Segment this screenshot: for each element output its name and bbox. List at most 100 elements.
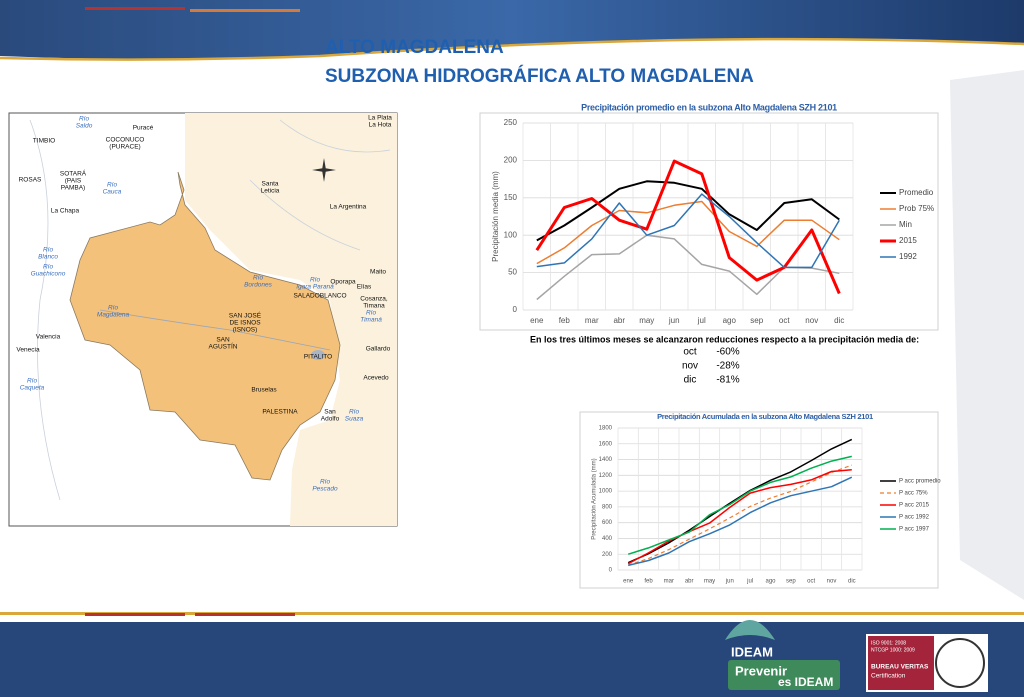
header-line [0,37,1024,61]
y-tick-label: 1200 [599,473,613,479]
footer-band [0,622,1024,697]
map-label: TIMBIO [33,138,55,145]
series-line [627,468,852,565]
legend-label: Prob 75% [899,204,934,213]
y-tick-label: 1000 [599,489,613,495]
map-label: Río [43,264,54,271]
footer-line [0,612,1024,615]
map-label: Gallardo [366,346,391,353]
map-label: Río [27,378,38,385]
x-tick-label: jun [725,579,734,585]
subtitle: SUBZONA HIDROGRÁFICA ALTO MAGDALENA [325,65,754,87]
map-label: Santa [262,181,279,188]
y-axis-label: Precipitación Acumulada (mm) [592,458,598,539]
x-tick-label: sep [786,579,796,585]
legend-label: P acc 75% [899,491,928,497]
x-tick-label: dic [848,579,856,585]
river [249,119,391,251]
series-line [535,159,841,295]
cert-text: NTCGP 1000: 2009 [871,647,915,653]
map-label: COCONUCO [106,137,145,144]
compass [312,158,336,182]
x-tick-label: nov [827,579,837,585]
x-tick-label: jul [746,579,753,585]
map-label: Maito [370,269,386,276]
map-label: (PURACE) [109,144,140,151]
map-label: AGUSTÍN [209,342,238,351]
x-tick-label: may [639,316,654,325]
map-label: Timaná [360,317,382,324]
x-tick-label: mar [585,316,599,325]
map-label: Río [79,116,90,123]
map-label: Valencia [36,334,61,341]
footer: IDEAM Prevenir es IDEAM ISO 9001: 2008 N… [0,612,1024,697]
slogan: es IDEAM [778,675,833,689]
map-label: PAMBA) [61,185,85,192]
cert-text: Certification [871,673,906,680]
slogan: Prevenir [735,663,787,678]
header-band [0,0,1024,59]
logo-icon [725,620,775,640]
map-label: La Chapa [51,208,80,215]
watermark [950,70,1024,600]
map-label: SAN [216,337,230,344]
x-tick-label: abr [685,579,694,585]
legend-label: P acc 2015 [899,503,930,509]
series-line [628,476,853,567]
stripe [85,7,185,10]
x-tick-label: ene [530,316,544,325]
y-tick-label: 1600 [599,441,613,447]
cert-red [868,636,934,690]
y-tick-label: 200 [504,156,518,165]
y-tick-label: 250 [504,118,518,127]
x-tick-label: sep [750,316,763,325]
x-tick-label: jul [697,316,706,325]
logo-text: IDEAM [731,644,773,659]
y-tick-label: 200 [602,552,613,558]
legend-label: 2015 [899,236,917,245]
map-label: Igara Paraná [296,284,334,291]
river [99,309,331,351]
map-label: Bordones [244,282,273,289]
y-tick-label: 0 [513,305,518,314]
map-label: Pescado [312,486,338,493]
legend-label: Promedio [899,188,934,197]
series-line [536,180,840,242]
y-tick-label: 1800 [599,426,613,432]
cert-seal [935,638,985,688]
map-label: Río [253,275,264,282]
x-tick-label: may [704,579,715,585]
series-line [627,455,852,555]
map-label: PALESTINA [262,409,298,416]
y-tick-label: 150 [504,193,518,202]
y-tick-label: 400 [602,536,613,542]
legend-label: P acc 1997 [899,527,930,533]
reduction-month: nov [682,361,698,372]
lake [311,350,325,360]
map-label: Saldo [76,123,93,130]
map-label: (ISNOS) [233,327,258,334]
y-tick-label: 800 [602,504,613,510]
stripe [85,613,185,616]
map-label: Cauca [103,189,122,196]
map-label: Bruselas [251,387,277,394]
map-label: DE ISNOS [229,320,261,327]
x-tick-label: feb [559,316,571,325]
reduction-month: dic [684,375,697,386]
x-tick-label: ago [765,579,776,585]
map-label: San [324,409,336,416]
map-label: SAN JOSÉ [229,311,262,320]
map-label: Río [43,247,54,254]
x-tick-label: jun [668,316,680,325]
slogan-box [728,660,840,690]
reduction-text: En los tres últimos meses se alcanzaron … [530,334,919,344]
legend-label: 1992 [899,252,917,261]
map-label: ROSAS [19,177,42,184]
map-label: Oporapa [330,279,356,286]
title: ALTO MAGDALENA [325,37,504,58]
reduction-month: oct [683,347,697,358]
reduction-value: -81% [716,375,739,386]
map-label: Acevedo [363,375,389,382]
reduction-value: -28% [716,361,739,372]
